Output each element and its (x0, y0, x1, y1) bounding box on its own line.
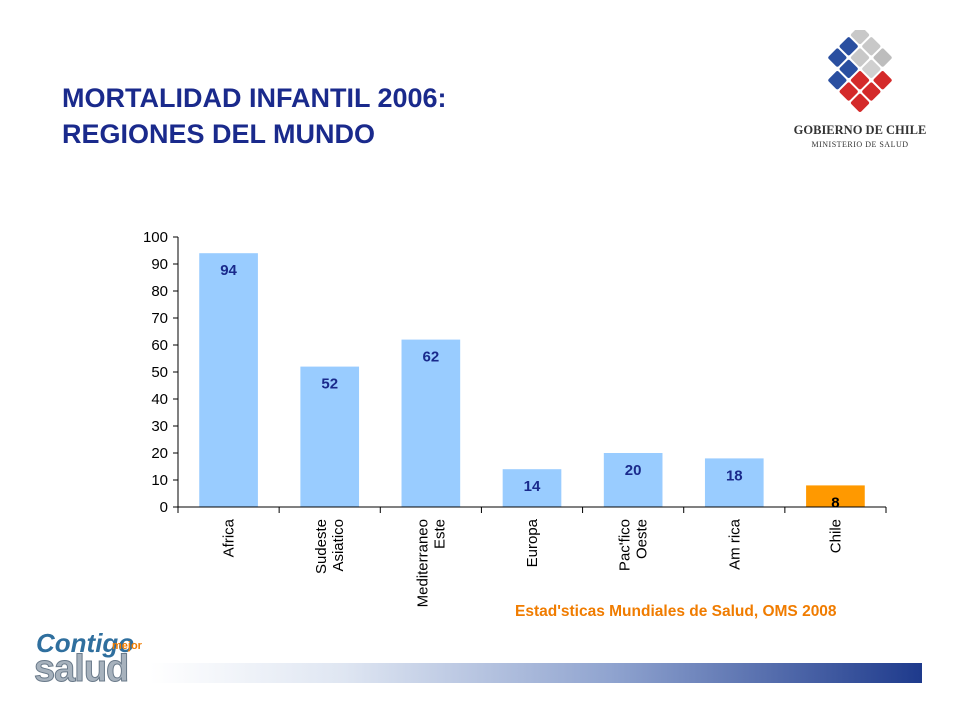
gobierno-logo: GOBIERNO DE CHILE MINISTERIO DE SALUD (790, 25, 930, 160)
y-tick-label: 40 (151, 391, 168, 408)
bar (704, 458, 764, 507)
y-tick-label: 100 (143, 229, 168, 246)
logo-word-contigo: Contigo (36, 628, 135, 658)
x-tick-label: Asiatico (330, 519, 347, 572)
logo-word-salud: salud (33, 648, 129, 691)
bar (401, 339, 461, 507)
bar (603, 453, 663, 507)
y-tick-label: 0 (160, 499, 168, 516)
x-axis: Africa Sudeste Asiatico Mediterraneo Este Eur… (177, 506, 887, 607)
source-note: Estad'sticas Mundiales de Salud, OMS 200… (515, 603, 837, 620)
x-tick-label: Chile (827, 519, 844, 553)
y-tick-label: 10 (151, 472, 168, 489)
y-tick-label: 70 (151, 310, 168, 327)
x-tick-label: Mediterraneo (414, 519, 431, 607)
contigo-logo: Contigo mejor salud (32, 628, 162, 691)
title-line-2: REGIONES DEL MUNDO (62, 119, 376, 149)
x-tick-label: Africa (221, 518, 238, 557)
y-tick-label: 30 (151, 418, 168, 435)
data-label: 94 (220, 262, 237, 279)
gobierno-emblem-icon (828, 25, 892, 112)
title-line-1: MORTALIDAD INFANTIL 2006: (62, 83, 447, 113)
ministerio-wordmark: MINISTERIO DE SALUD (811, 140, 909, 149)
x-tick-label: Oeste (634, 519, 651, 559)
bar (806, 485, 865, 507)
y-tick-label: 60 (151, 337, 168, 354)
y-tick-label: 50 (151, 364, 168, 381)
x-tick-label: Am rica (726, 518, 743, 569)
x-tick-label: Sudeste (313, 519, 330, 574)
data-label: 14 (524, 478, 541, 495)
data-label: 20 (625, 462, 642, 479)
x-tick-label: Europa (524, 518, 541, 567)
bar (199, 253, 258, 507)
y-tick-label: 20 (151, 445, 168, 462)
page-title: MORTALIDAD INFANTIL 2006: REGIONES DEL M… (62, 80, 662, 152)
y-tick-label: 90 (151, 256, 168, 273)
data-label: 18 (726, 467, 743, 484)
data-label: 8 (831, 494, 839, 511)
y-tick-label: 80 (151, 283, 168, 300)
bar (502, 469, 562, 507)
bar (300, 366, 360, 507)
data-label: 62 (423, 349, 440, 366)
x-tick-label: Este (431, 519, 448, 549)
data-label: 52 (321, 376, 338, 393)
x-tick-label: Pac'fico (617, 519, 634, 571)
bars: 94 52 62 14 20 18 8 (199, 253, 865, 511)
gobierno-wordmark: GOBIERNO DE CHILE (793, 123, 927, 137)
y-axis: 0 10 20 30 40 50 60 70 80 90 100 (143, 229, 179, 516)
logo-word-mejor: mejor (112, 640, 142, 652)
footer-gradient-bar (150, 663, 922, 683)
